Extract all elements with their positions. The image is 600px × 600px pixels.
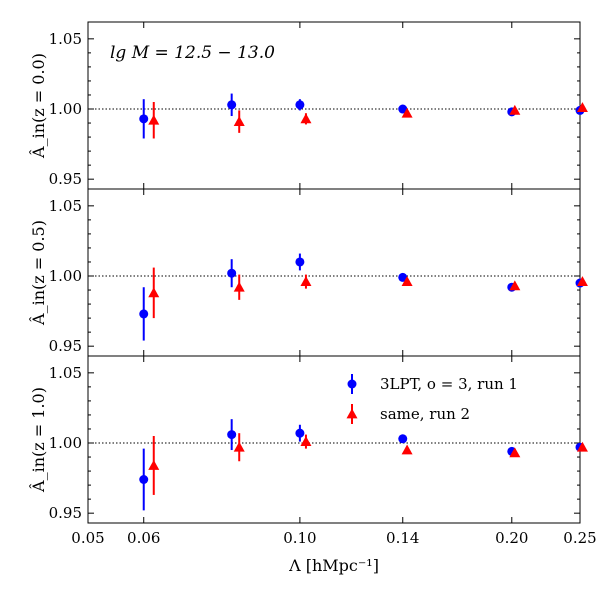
data-point <box>233 441 245 452</box>
data-point <box>300 276 312 287</box>
data-point <box>509 104 521 115</box>
data-point <box>227 100 237 110</box>
y-tick-label: 0.95 <box>49 337 82 355</box>
y-tick-label: 1.05 <box>49 30 82 48</box>
legend-label: same, run 2 <box>380 405 470 423</box>
series-run2 <box>148 267 588 319</box>
data-point <box>295 257 305 267</box>
y-tick-label: 1.00 <box>49 100 82 118</box>
x-axis: 0.05 0.06 0.10 0.14 0.20 0.25 Λ [hMpc⁻¹] <box>71 529 596 575</box>
panel-frame <box>87 188 581 357</box>
legend: 3LPT, o = 3, run 1 same, run 2 <box>346 374 518 424</box>
series-run1 <box>139 419 585 511</box>
data-point <box>401 107 413 118</box>
x-tick-label: 0.14 <box>386 529 419 547</box>
data-point <box>148 287 160 298</box>
legend-label: 3LPT, o = 3, run 1 <box>380 375 518 393</box>
data-point <box>509 280 521 291</box>
panels-group: 0.951.001.05Â_in(z = 0.0)0.951.001.05Â_i… <box>28 21 588 524</box>
data-point <box>139 474 149 484</box>
data-point <box>233 116 245 127</box>
series-run1 <box>139 93 585 139</box>
y-axis-label: Â_in(z = 0.0) <box>28 53 48 159</box>
y-axis-label: Â_in(z = 1.0) <box>28 387 48 493</box>
data-point <box>300 113 312 124</box>
data-point <box>576 276 588 287</box>
x-tick-label: 0.25 <box>563 529 596 547</box>
y-tick-label: 1.00 <box>49 434 82 452</box>
data-point <box>148 459 160 470</box>
data-point <box>139 114 149 124</box>
data-point <box>227 430 237 440</box>
data-point <box>401 444 413 455</box>
data-point <box>509 447 521 458</box>
data-point <box>398 434 408 444</box>
y-tick-label: 1.05 <box>49 197 82 215</box>
panel-2: 0.95 1.00 1.05Â_in(z = 1.0) <box>28 355 588 524</box>
legend-marker <box>347 379 357 389</box>
data-point <box>139 309 149 319</box>
data-point <box>576 102 588 113</box>
y-tick-label: 0.95 <box>49 504 82 522</box>
legend-marker <box>346 408 358 419</box>
data-point <box>295 100 305 110</box>
y-tick-label: 0.95 <box>49 170 82 188</box>
panel-1: 0.95 1.00 1.05Â_in(z = 0.5) <box>28 188 588 357</box>
data-point <box>148 114 160 125</box>
x-tick-label: 0.10 <box>283 529 316 547</box>
x-tick-label: 0.20 <box>495 529 528 547</box>
data-point <box>227 268 237 278</box>
x-tick-label: 0.06 <box>127 529 160 547</box>
data-point <box>576 441 588 452</box>
data-point <box>398 104 408 114</box>
panel-0: 0.95 1.00 1.05Â_in(z = 0.0) <box>28 21 588 190</box>
y-tick-label: 1.00 <box>49 267 82 285</box>
series-run2 <box>148 433 588 495</box>
y-axis-label: Â_in(z = 0.5) <box>28 220 48 326</box>
data-point <box>295 428 305 438</box>
series-run1 <box>139 253 585 341</box>
data-point <box>233 281 245 292</box>
y-tick-label: 1.05 <box>49 364 82 382</box>
data-point <box>401 276 413 287</box>
mass-range-annotation: lg M = 12.5 − 13.0 <box>110 43 275 63</box>
x-axis-label: Λ [hMpc⁻¹] <box>288 556 379 575</box>
data-point <box>398 272 408 282</box>
panel-frame <box>87 355 581 524</box>
data-point <box>300 436 312 447</box>
x-tick-label: 0.05 <box>71 529 104 547</box>
series-run2 <box>148 101 588 139</box>
